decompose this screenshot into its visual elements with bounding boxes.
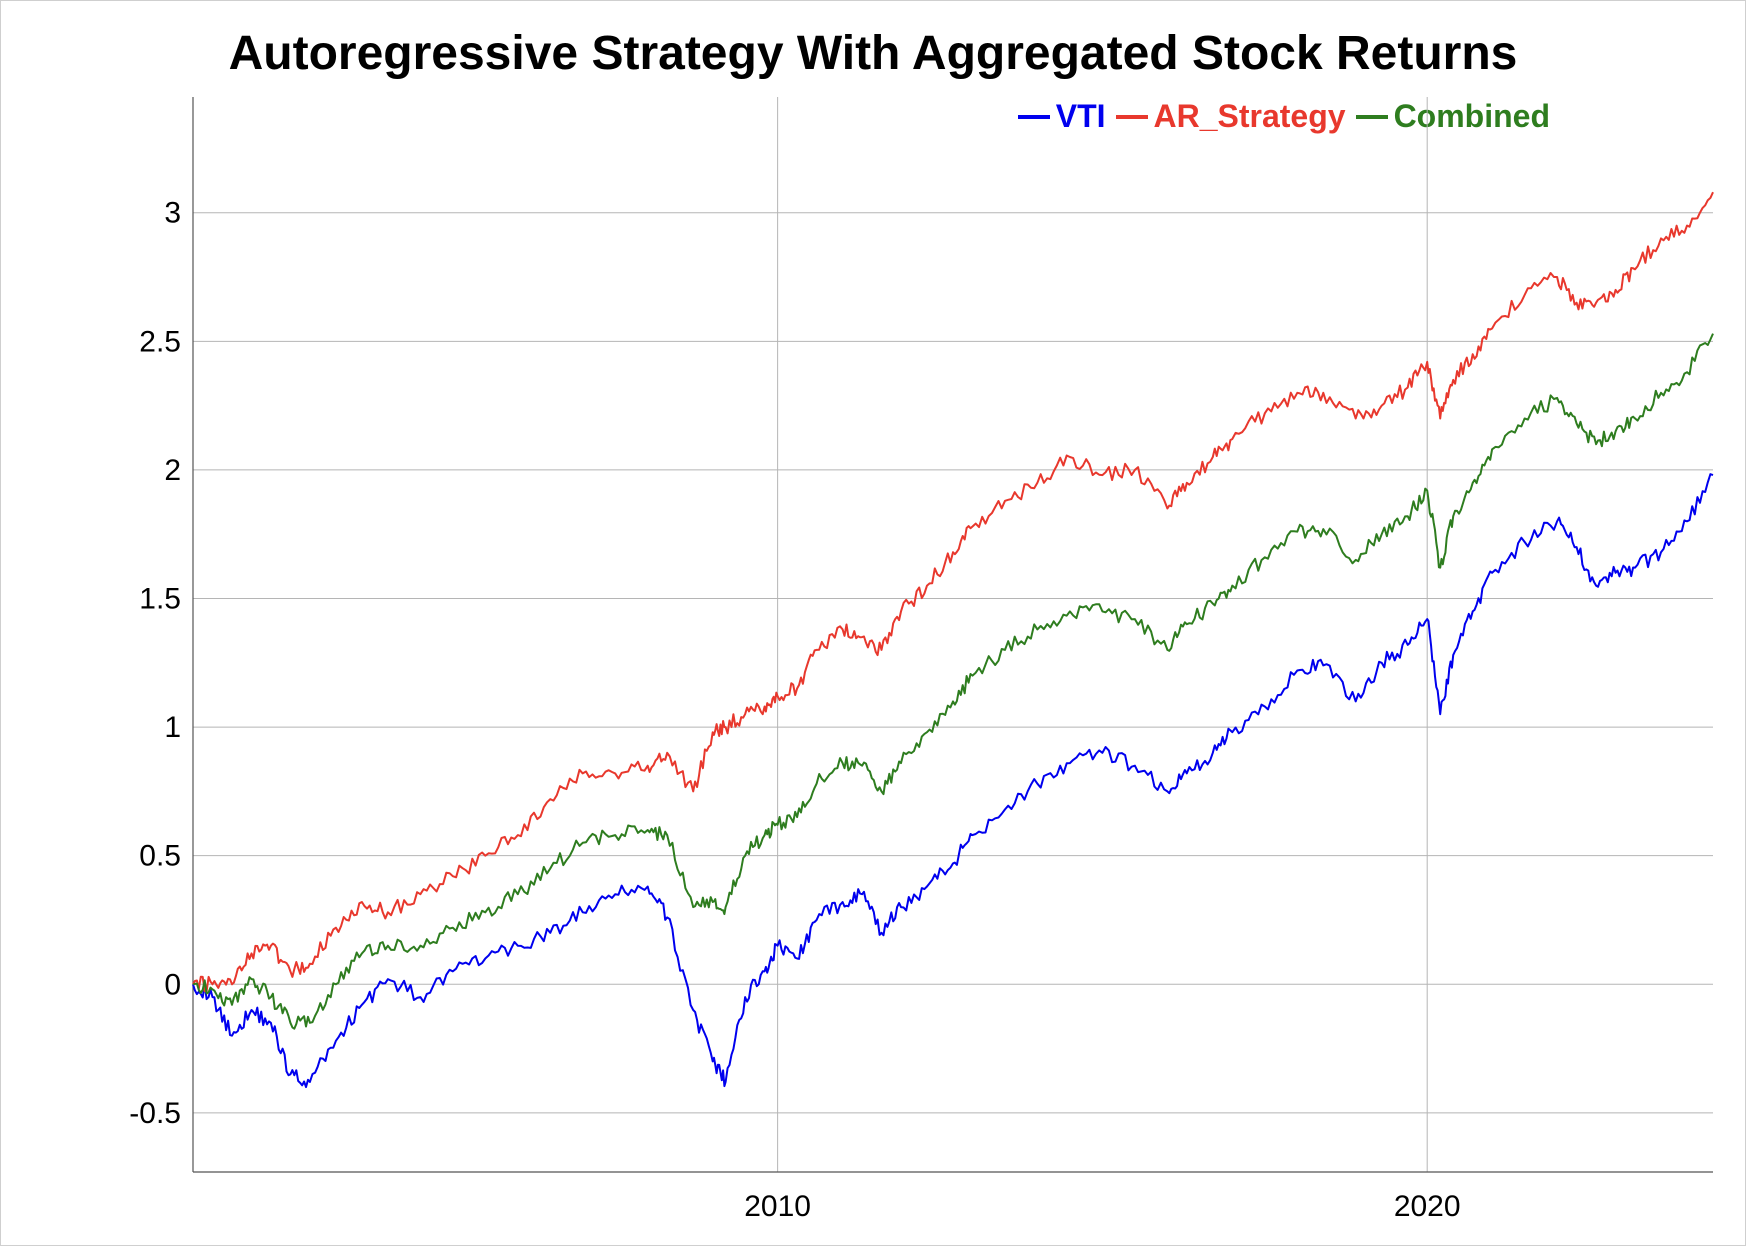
y-tick-label: 3	[164, 197, 181, 230]
series-line-ar-strategy	[192, 191, 1714, 993]
series-line-vti	[192, 473, 1714, 1089]
chart-title: Autoregressive Strategy With Aggregated …	[228, 27, 1518, 80]
legend-item-vti: VTI	[1017, 98, 1106, 135]
y-tick-label: 2.5	[139, 325, 181, 358]
legend-item-combined: Combined	[1355, 98, 1550, 135]
legend-swatch-vti	[1017, 114, 1050, 119]
y-tick-label: 1	[164, 711, 181, 744]
series-line-combined	[192, 333, 1714, 1030]
x-tick-label: 2010	[744, 1190, 811, 1223]
y-tick-label: -0.5	[129, 1097, 181, 1130]
legend-swatch-combined	[1355, 114, 1388, 119]
y-tick-label: 2	[164, 454, 181, 487]
legend-label-ar-strategy: AR_Strategy	[1153, 98, 1346, 134]
y-tick-label: 0.5	[139, 840, 181, 873]
y-tick-label: 1.5	[139, 582, 181, 615]
legend: VTI AR_Strategy Combined	[1008, 98, 1550, 135]
legend-swatch-ar-strategy	[1115, 114, 1148, 119]
legend-label-combined: Combined	[1393, 98, 1550, 134]
y-tick-label: 0	[164, 968, 181, 1001]
legend-item-ar-strategy: AR_Strategy	[1115, 98, 1346, 135]
legend-label-vti: VTI	[1055, 98, 1106, 134]
x-tick-label: 2020	[1394, 1190, 1461, 1223]
